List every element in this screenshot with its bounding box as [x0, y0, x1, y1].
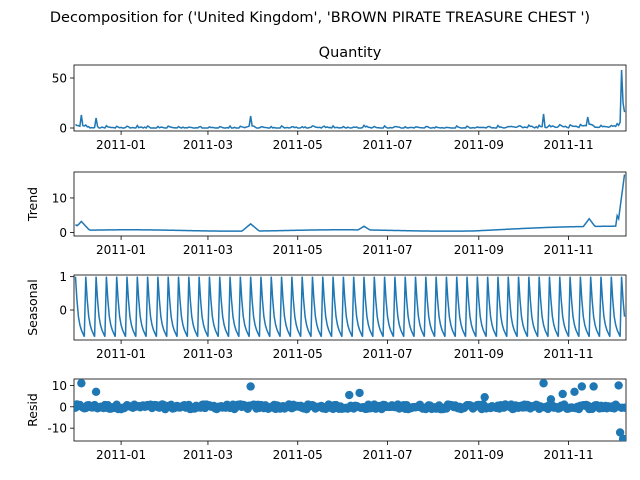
- x-tick-label: 2011-05: [273, 448, 323, 462]
- panel-4: Resid -10 0 10 2011-01 2011-03 2011-05 2011-07 2…: [25, 378, 627, 462]
- y-axis-label: Seasonal: [25, 279, 40, 336]
- x-tick-label: 2011-09: [454, 138, 504, 152]
- x-tick-label: 2011-05: [273, 243, 323, 257]
- panel-3: Seasonal 0 1 2011-01 2011-03 2011-05 2011-07 20…: [25, 270, 627, 361]
- resid-point: [618, 434, 626, 441]
- x-tick-label: 2011-09: [454, 347, 504, 361]
- series-line-trend: [75, 174, 626, 232]
- x-tick-label: 2011-07: [362, 138, 412, 152]
- x-tick-label: 2011-09: [454, 448, 504, 462]
- resid-point: [539, 379, 548, 388]
- plot-frame: [73, 171, 627, 237]
- chart-title: Quantity: [319, 45, 382, 61]
- x-tick-label: 2011-03: [183, 448, 233, 462]
- y-axis-label: Resid: [25, 393, 40, 427]
- figure-title: Decomposition for ('United Kingdom', 'BR…: [50, 10, 590, 26]
- series-line-quantity: [75, 69, 626, 129]
- resid-point: [558, 389, 567, 399]
- x-tick-label: 2011-01: [96, 347, 146, 361]
- resid-point: [577, 382, 587, 391]
- panel-2: Trend 0 10 2011-01 2011-03 2011-05 2011-07 2011…: [25, 171, 627, 257]
- x-tick-label: 2011-01: [96, 243, 146, 257]
- y-tick-label: -10: [47, 422, 67, 436]
- x-tick-label: 2011-09: [454, 243, 504, 257]
- y-tick-label: 50: [52, 72, 67, 86]
- x-tick-label: 2011-05: [273, 347, 323, 361]
- x-tick-label: 2011-03: [183, 243, 233, 257]
- resid-point: [589, 382, 598, 391]
- y-tick-label: 10: [52, 379, 67, 393]
- resid-point: [91, 387, 101, 397]
- x-tick-label: 2011-11: [544, 243, 594, 257]
- plot-frame: [73, 64, 627, 132]
- resid-point: [570, 387, 579, 397]
- y-tick-label: 0: [59, 226, 67, 240]
- x-tick-label: 2011-01: [96, 138, 146, 152]
- y-tick-label: 0: [59, 304, 67, 318]
- x-tick-label: 2011-11: [544, 138, 594, 152]
- x-tick-label: 2011-03: [183, 347, 233, 361]
- resid-point: [246, 382, 255, 391]
- resid-point: [615, 428, 625, 437]
- resid-point: [480, 392, 489, 402]
- y-tick-label: 0: [59, 400, 67, 414]
- y-tick-label: 0: [59, 122, 67, 136]
- panels-group: Quantity 0 50 2011-01 2011-03 2011-05 2011-07 2…: [25, 45, 627, 462]
- resid-point: [345, 390, 354, 400]
- y-axis-label: Trend: [25, 187, 40, 222]
- x-tick-label: 2011-11: [544, 448, 594, 462]
- resid-point: [614, 381, 623, 390]
- resid-point: [355, 388, 364, 398]
- panel-1: Quantity 0 50 2011-01 2011-03 2011-05 2011-07 2…: [52, 45, 627, 152]
- y-tick-label: 10: [52, 191, 67, 205]
- resid-point: [77, 379, 86, 388]
- plot-frame: [73, 274, 627, 341]
- resid-point: [620, 403, 626, 412]
- x-tick-label: 2011-01: [96, 448, 146, 462]
- x-tick-label: 2011-07: [362, 448, 412, 462]
- x-tick-label: 2011-07: [362, 243, 412, 257]
- series-line-seasonal: [74, 276, 626, 337]
- x-tick-label: 2011-07: [362, 347, 412, 361]
- y-tick-label: 1: [59, 270, 67, 284]
- x-tick-label: 2011-05: [273, 138, 323, 152]
- x-tick-label: 2011-11: [544, 347, 594, 361]
- x-tick-label: 2011-03: [183, 138, 233, 152]
